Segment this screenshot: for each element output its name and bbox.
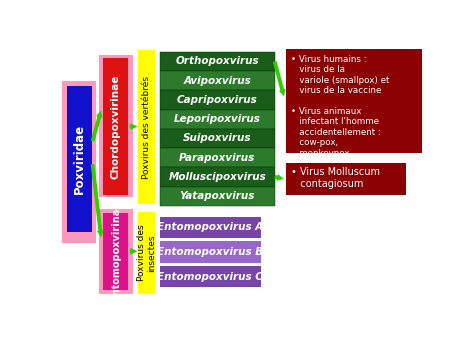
FancyArrow shape — [273, 61, 286, 96]
Text: Entomopoxvirus A: Entomopoxvirus A — [157, 222, 264, 232]
FancyBboxPatch shape — [160, 241, 261, 263]
Text: Poxvirus des vertébrés: Poxvirus des vertébrés — [142, 76, 151, 179]
Text: Entomopoxvirinae: Entomopoxvirinae — [111, 201, 121, 301]
FancyBboxPatch shape — [160, 148, 275, 167]
FancyBboxPatch shape — [160, 129, 275, 148]
Text: Entomopoxvirus B: Entomopoxvirus B — [157, 247, 264, 257]
FancyBboxPatch shape — [160, 90, 275, 109]
FancyArrow shape — [130, 248, 137, 255]
Text: Poxvirus des
insectes: Poxvirus des insectes — [137, 224, 156, 281]
Text: Entomopoxvirus C: Entomopoxvirus C — [157, 272, 264, 282]
FancyBboxPatch shape — [160, 109, 275, 129]
Text: Chordopoxvirinae: Chordopoxvirinae — [111, 74, 121, 179]
Text: Yatapoxvirus: Yatapoxvirus — [180, 191, 255, 201]
FancyBboxPatch shape — [160, 71, 275, 90]
FancyArrow shape — [130, 123, 137, 130]
Text: Parapoxvirus: Parapoxvirus — [179, 153, 255, 163]
Text: Suipoxvirus: Suipoxvirus — [183, 133, 252, 143]
FancyArrow shape — [91, 110, 102, 142]
FancyArrow shape — [274, 174, 284, 181]
FancyBboxPatch shape — [160, 167, 275, 187]
FancyBboxPatch shape — [285, 49, 422, 153]
FancyBboxPatch shape — [160, 52, 275, 71]
FancyBboxPatch shape — [160, 266, 261, 287]
Text: Orthopoxvirus: Orthopoxvirus — [175, 56, 259, 66]
FancyBboxPatch shape — [103, 213, 128, 290]
FancyBboxPatch shape — [285, 163, 406, 195]
FancyArrow shape — [91, 164, 104, 237]
Text: • Virus humains :
   virus de la
   variole (smallpox) et
   virus de la vaccine: • Virus humains : virus de la variole (s… — [291, 55, 389, 158]
FancyBboxPatch shape — [160, 187, 275, 206]
FancyBboxPatch shape — [63, 81, 96, 243]
Text: • Virus Molluscum
   contagiosum: • Virus Molluscum contagiosum — [291, 167, 380, 189]
FancyBboxPatch shape — [99, 209, 133, 293]
FancyBboxPatch shape — [99, 55, 133, 197]
Text: Molluscipoxvirus: Molluscipoxvirus — [168, 172, 266, 182]
FancyBboxPatch shape — [138, 212, 155, 293]
FancyBboxPatch shape — [103, 58, 128, 195]
FancyBboxPatch shape — [160, 216, 261, 238]
Text: Capripoxvirus: Capripoxvirus — [177, 95, 258, 105]
FancyBboxPatch shape — [138, 50, 155, 204]
FancyBboxPatch shape — [67, 86, 92, 232]
Text: Leporipoxvirus: Leporipoxvirus — [174, 114, 261, 124]
Text: Poxviridae: Poxviridae — [73, 124, 86, 194]
Text: Avipoxvirus: Avipoxvirus — [183, 76, 251, 86]
